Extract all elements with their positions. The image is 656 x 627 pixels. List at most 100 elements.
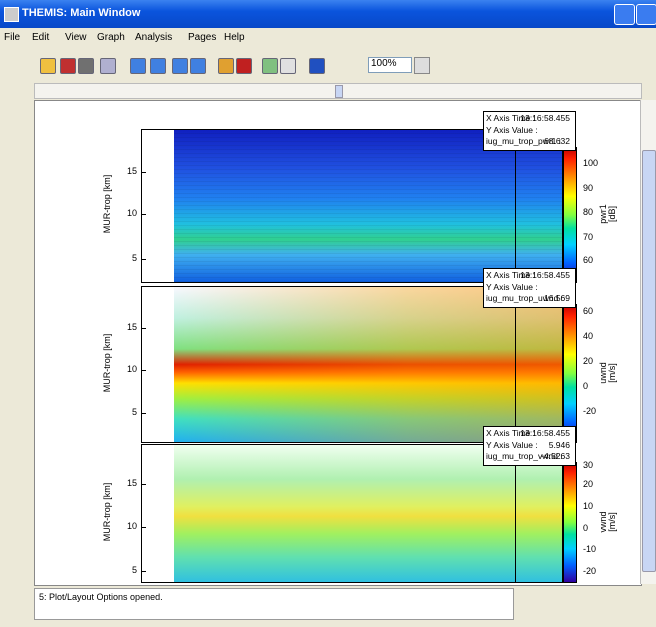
info-row: Y Axis Value :	[486, 282, 573, 294]
y-axis-label: MUR-trop [km]	[102, 174, 112, 234]
plot-area	[141, 129, 563, 283]
menu-item[interactable]: Help	[224, 32, 245, 43]
toolbar-button[interactable]	[262, 58, 278, 74]
toolbar-button[interactable]	[150, 58, 166, 74]
info-value: 13:16:58.455	[520, 113, 570, 123]
y-tick	[141, 527, 146, 528]
toolbar-button[interactable]	[280, 58, 296, 74]
colorbar-tick-label: 0	[583, 381, 589, 391]
cursor-line	[515, 287, 516, 442]
colorbar-tick-label: 20	[583, 356, 594, 366]
y-tick	[141, 172, 146, 173]
colorbar-tick-label: 30	[583, 460, 594, 470]
y-tick-label: 15	[126, 322, 137, 332]
vertical-scrollbar[interactable]	[640, 100, 656, 584]
colorbar-tick-label: 70	[583, 232, 594, 242]
info-label: iug_mu_trop_pwr1 :	[486, 136, 562, 146]
menu-item[interactable]: Analysis	[135, 32, 173, 43]
cursor-info-box: X Axis Time :13:16:58.455 Y Axis Value :i…	[483, 111, 576, 151]
y-tick-label: 10	[126, 208, 137, 218]
zoom-spinner[interactable]	[414, 57, 430, 74]
colorbar	[563, 147, 577, 283]
info-row: X Axis Time :13:16:58.455	[486, 428, 573, 440]
colorbar	[563, 304, 577, 443]
toolbar-button[interactable]	[40, 58, 56, 74]
colorbar-tick-label: 60	[583, 306, 594, 316]
plot-canvas: MUR-trop [km] 15 10 5 100 90 80 70 60 pwr1 [dB] X A…	[34, 100, 642, 586]
info-label: X Axis Time :	[486, 270, 536, 280]
menu-item[interactable]: Graph	[97, 32, 125, 43]
cursor-info-box: X Axis Time :13:16:58.455 Y Axis Value : 5…	[483, 426, 576, 466]
toolbar-button[interactable]	[60, 58, 76, 74]
colorbar-label: uwnd [m/s]	[598, 348, 617, 398]
info-row: X Axis Time :13:16:58.455	[486, 113, 573, 125]
y-tick-label: 15	[126, 166, 137, 176]
info-row: Y Axis Value : 5.946	[486, 440, 573, 452]
toolbar-button[interactable]	[309, 58, 325, 74]
scroll-thumb[interactable]	[642, 150, 656, 572]
info-label: X Axis Time :	[486, 428, 536, 438]
info-label: Y Axis Value :	[486, 439, 538, 450]
info-row: Y Axis Value :	[486, 125, 573, 137]
zoom-field[interactable]: 100%	[368, 57, 412, 73]
info-value: -4.5263	[541, 451, 570, 461]
colorbar-tick-label: 20	[583, 479, 594, 489]
colorbar-tick-label: 80	[583, 207, 594, 217]
minimize-button[interactable]	[614, 4, 635, 25]
info-row: iug_mu_trop_uwnd :16.569	[486, 293, 573, 305]
menu-item[interactable]: Edit	[32, 32, 50, 43]
y-tick-label: 15	[126, 478, 137, 488]
maximize-button[interactable]	[636, 4, 656, 25]
menu-bar: File Edit View Graph Analysis Pages Help	[0, 30, 656, 46]
window-title: THEMIS: Main Window	[22, 7, 141, 19]
colorbar-label: pwr1 [dB]	[598, 189, 617, 239]
info-row: X Axis Time :13:16:58.455	[486, 270, 573, 282]
colorbar-tick-label: 10	[583, 501, 594, 511]
cursor-line	[515, 130, 516, 282]
colorbar-label-line: [m/s]	[607, 511, 617, 532]
colorbar-tick-label: -20	[583, 566, 597, 576]
info-value: 68.632	[544, 136, 570, 146]
menu-item[interactable]: View	[65, 32, 87, 43]
heatmap	[174, 130, 562, 282]
colorbar-tick-label: 0	[583, 523, 589, 533]
y-tick-label: 5	[131, 565, 137, 575]
toolbar-button[interactable]	[218, 58, 234, 74]
toolbar-button[interactable]	[190, 58, 206, 74]
title-bar: THEMIS: Main Window	[0, 0, 656, 28]
menu-item[interactable]: Pages	[188, 32, 217, 43]
y-tick	[141, 571, 146, 572]
colorbar-tick-label: 90	[583, 183, 594, 193]
toolbar-button[interactable]	[236, 58, 252, 74]
heatmap	[174, 287, 562, 442]
info-value: 5.946	[548, 439, 570, 450]
y-tick-label: 5	[131, 253, 137, 263]
cursor-info-box: X Axis Time :13:16:58.455 Y Axis Value :i…	[483, 268, 576, 308]
y-tick-label: 5	[131, 407, 137, 417]
plot-area	[141, 286, 563, 443]
colorbar-tick-label: -10	[583, 544, 597, 554]
y-axis-label: MUR-trop [km]	[102, 333, 112, 392]
y-tick	[141, 370, 146, 371]
toolbar-button[interactable]	[100, 58, 116, 74]
scroll-thumb[interactable]	[335, 85, 343, 98]
colorbar	[563, 462, 577, 583]
cursor-line	[515, 445, 516, 582]
colorbar-tick-label: 40	[583, 331, 594, 341]
colorbar-label-line: [dB]	[607, 206, 617, 223]
y-tick	[141, 328, 146, 329]
app-icon	[4, 7, 19, 22]
colorbar-label-line: [m/s]	[607, 362, 617, 383]
horizontal-scrollbar[interactable]	[34, 83, 642, 99]
toolbar-button[interactable]	[130, 58, 146, 74]
status-text: 5: Plot/Layout Options opened.	[39, 592, 163, 602]
info-value: 16.569	[544, 293, 570, 303]
y-tick-label: 10	[126, 364, 137, 374]
y-tick-label: 10	[126, 521, 137, 531]
y-tick	[141, 484, 146, 485]
toolbar-button[interactable]	[172, 58, 188, 74]
colorbar-tick-label: 60	[583, 255, 594, 265]
toolbar-button[interactable]	[78, 58, 94, 74]
colorbar-tick-label: 100	[583, 158, 599, 168]
menu-item[interactable]: File	[4, 32, 21, 43]
